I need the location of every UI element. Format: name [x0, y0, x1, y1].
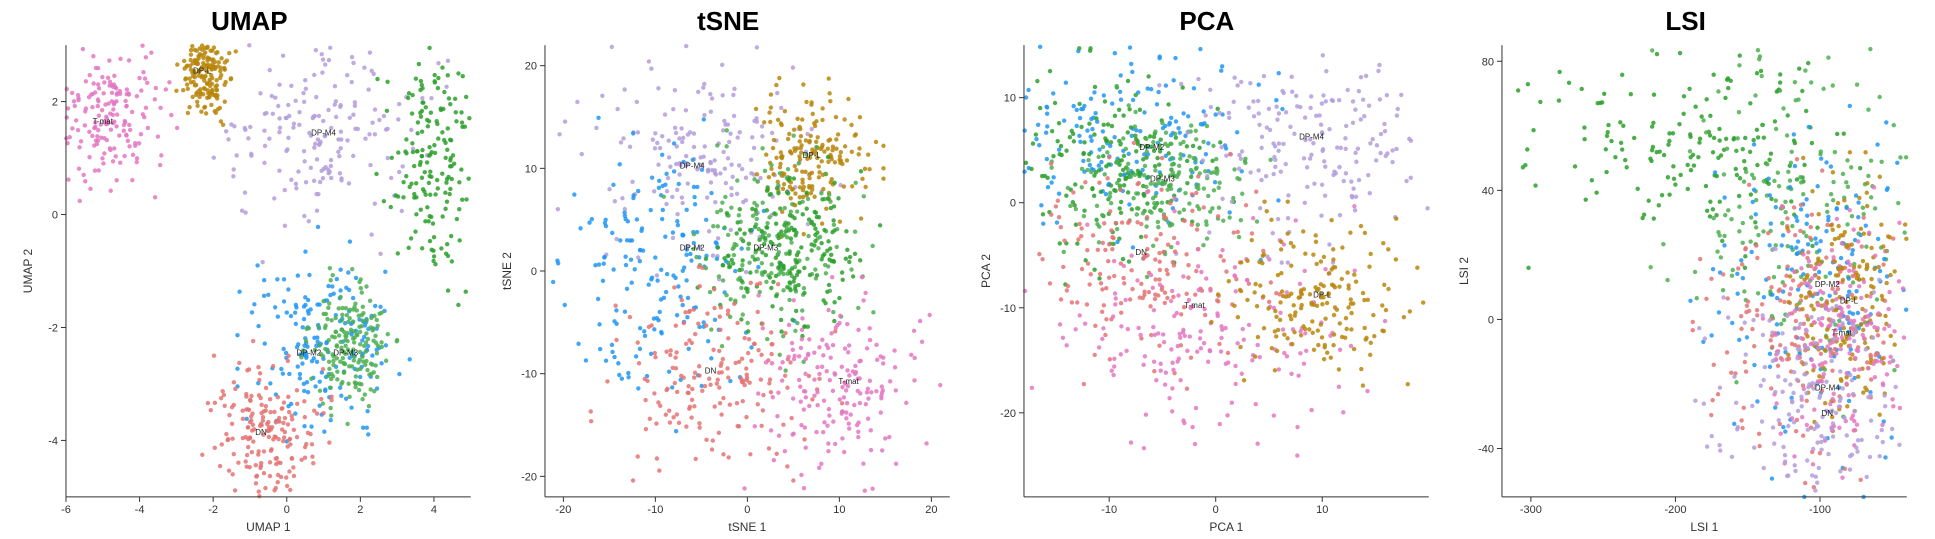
ytick: 2	[52, 97, 58, 109]
xtick: 10	[833, 504, 845, 516]
y-axis-label: UMAP 2	[21, 248, 35, 293]
svg-umap: T-matDP-LDP-M4DP-M2DP-M3DN-6-4-2024-4-20…	[18, 39, 481, 539]
panel-pca: PCA DP-M2DP-M3DP-M4DNT-matDP-L-10010-20-…	[968, 0, 1447, 539]
y-axis-label: tSNE 2	[500, 252, 514, 290]
xtick: -300	[1520, 504, 1542, 516]
xtick: 0	[744, 504, 750, 516]
xtick: 20	[925, 504, 937, 516]
panel-umap: UMAP T-matDP-LDP-M4DP-M2DP-M3DN-6-4-2024…	[10, 0, 489, 539]
panel-title-tsne: tSNE	[497, 6, 960, 37]
plot-umap: T-matDP-LDP-M4DP-M2DP-M3DN-6-4-2024-4-20…	[18, 39, 481, 539]
ytick: -20	[1000, 408, 1016, 420]
xtick: -20	[555, 504, 571, 516]
x-axis-label: PCA 1	[1209, 520, 1243, 534]
panel-tsne: tSNE DP-M4DP-LDP-M3DP-M2DNT-mat-20-10010…	[489, 0, 968, 539]
panel-title-lsi: LSI	[1454, 6, 1917, 37]
xtick: -6	[61, 504, 71, 516]
ytick: -40	[1478, 443, 1494, 455]
ytick: 0	[531, 266, 537, 278]
x-axis-label: tSNE 1	[728, 520, 766, 534]
ytick: 10	[1003, 93, 1015, 105]
panel-title-umap: UMAP	[18, 6, 481, 37]
panel-title-pca: PCA	[976, 6, 1439, 37]
plot-pca: DP-M2DP-M3DP-M4DNT-matDP-L-10010-20-1001…	[976, 39, 1439, 539]
xtick: -10	[1101, 504, 1117, 516]
plot-tsne: DP-M4DP-LDP-M3DP-M2DNT-mat-20-1001020-20…	[497, 39, 960, 539]
x-axis-label: UMAP 1	[246, 520, 291, 534]
xtick: 2	[357, 504, 363, 516]
ytick: -2	[48, 322, 58, 334]
ytick: 80	[1482, 56, 1494, 68]
svg-tsne: DP-M4DP-LDP-M3DP-M2DNT-mat-20-1001020-20…	[497, 39, 960, 539]
ytick: 0	[1488, 314, 1494, 326]
ytick: 40	[1482, 185, 1494, 197]
ytick: 20	[525, 61, 537, 73]
ytick: -4	[48, 435, 58, 447]
y-axis-label: PCA 2	[978, 254, 992, 288]
svg-lsi: DP-M2DP-LT-matDP-M4DN-300-200-100-400408…	[1454, 39, 1917, 539]
ytick: -20	[521, 471, 537, 483]
xtick: -10	[647, 504, 663, 516]
xtick: 0	[1212, 504, 1218, 516]
ytick: 0	[1009, 198, 1015, 210]
svg-pca: DP-M2DP-M3DP-M4DNT-matDP-L-10010-20-1001…	[976, 39, 1439, 539]
x-axis-label: LSI 1	[1691, 520, 1719, 534]
ytick: -10	[1000, 303, 1016, 315]
xtick: -100	[1809, 504, 1831, 516]
xtick: 10	[1316, 504, 1328, 516]
panel-lsi: LSI DP-M2DP-LT-matDP-M4DN-300-200-100-40…	[1446, 0, 1925, 539]
plot-lsi: DP-M2DP-LT-matDP-M4DN-300-200-100-400408…	[1454, 39, 1917, 539]
ytick: 0	[52, 210, 58, 222]
xtick: 4	[431, 504, 437, 516]
xtick: -4	[135, 504, 145, 516]
xtick: 0	[284, 504, 290, 516]
ytick: -10	[521, 369, 537, 381]
y-axis-label: LSI 2	[1457, 257, 1471, 285]
xtick: -2	[208, 504, 218, 516]
figure-container: UMAP T-matDP-LDP-M4DP-M2DP-M3DN-6-4-2024…	[0, 0, 1935, 539]
ytick: 10	[525, 163, 537, 175]
xtick: -200	[1665, 504, 1687, 516]
